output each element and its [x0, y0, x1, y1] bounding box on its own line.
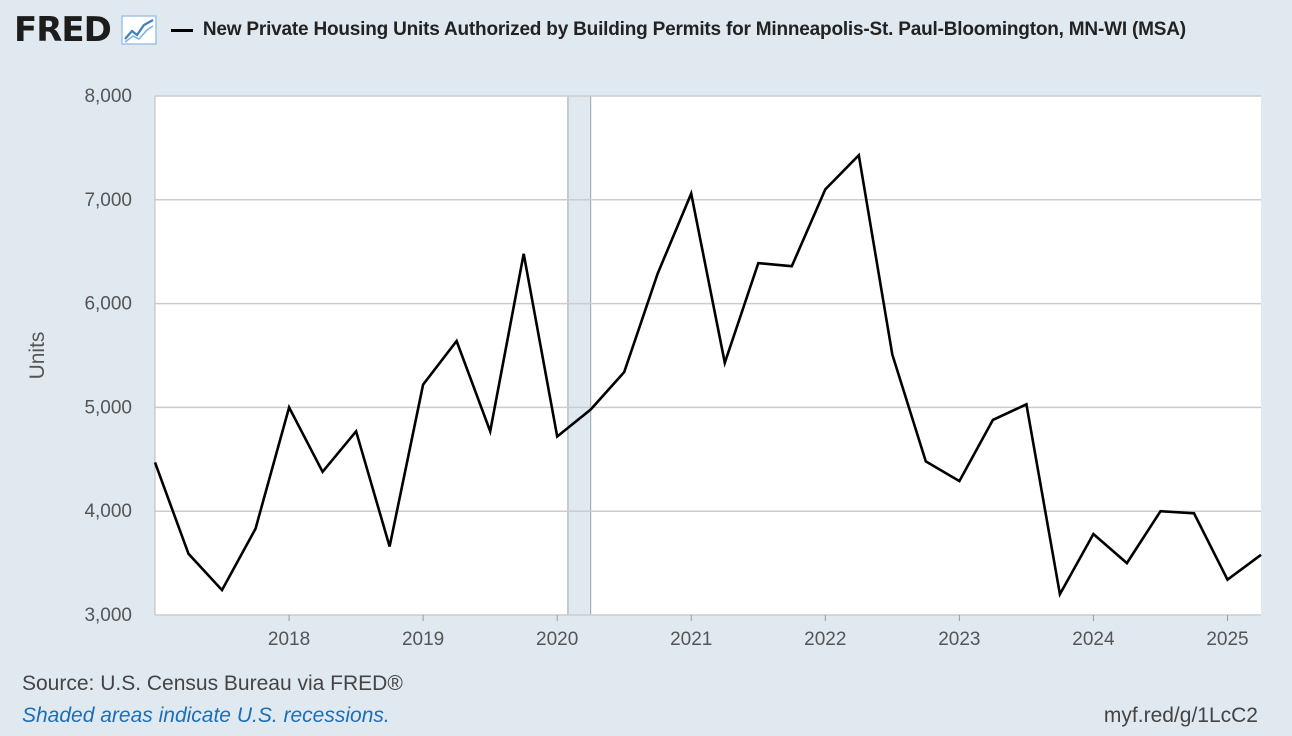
short-url[interactable]: myf.red/g/1LcC2: [1103, 704, 1258, 727]
x-tick-label: 2024: [1072, 629, 1115, 650]
series-line[interactable]: [153, 152, 1262, 599]
data-point[interactable]: [186, 551, 192, 557]
data-point[interactable]: [1023, 401, 1029, 407]
y-tick-label: 4,000: [84, 501, 132, 522]
data-point[interactable]: [487, 428, 493, 434]
source-text: Source: U.S. Census Bureau via FRED®: [22, 672, 403, 695]
y-tick-label: 3,000: [84, 605, 132, 626]
data-point[interactable]: [990, 417, 996, 423]
data-point[interactable]: [219, 587, 225, 593]
data-point[interactable]: [655, 270, 661, 276]
data-point[interactable]: [621, 369, 627, 375]
data-point[interactable]: [1124, 560, 1130, 566]
x-tick-label: 2023: [938, 629, 980, 650]
y-axis-label: Units: [26, 332, 49, 380]
data-point[interactable]: [152, 459, 158, 465]
data-point[interactable]: [320, 469, 326, 475]
data-point[interactable]: [956, 478, 962, 484]
data-point[interactable]: [1224, 577, 1230, 583]
y-tick-label: 7,000: [84, 190, 132, 211]
data-point[interactable]: [1258, 552, 1264, 558]
data-point[interactable]: [387, 543, 393, 549]
data-point[interactable]: [1057, 591, 1063, 597]
data-point[interactable]: [588, 406, 594, 412]
y-tick-label: 5,000: [84, 397, 132, 418]
data-point[interactable]: [889, 351, 895, 357]
line-chart: 3,000 4,000 5,000 6,000 7,000 8,000 2018 2019 20…: [26, 86, 1264, 650]
data-point[interactable]: [1090, 531, 1096, 537]
data-point[interactable]: [755, 260, 761, 266]
x-tick-label: 2022: [804, 629, 846, 650]
data-point[interactable]: [688, 191, 694, 197]
data-point[interactable]: [722, 360, 728, 366]
x-tick-label: 2018: [268, 629, 310, 650]
x-tick-label: 2025: [1206, 629, 1248, 650]
data-point[interactable]: [856, 152, 862, 158]
series-legend-line: [170, 28, 193, 32]
data-point[interactable]: [420, 382, 426, 388]
data-point[interactable]: [822, 186, 828, 192]
data-point[interactable]: [253, 526, 259, 532]
data-point[interactable]: [521, 251, 527, 257]
x-tick-label: 2019: [402, 629, 444, 650]
line-chart-icon: [121, 15, 157, 45]
data-point[interactable]: [554, 433, 560, 439]
y-tick-label: 6,000: [84, 294, 132, 315]
recession-note[interactable]: Shaded areas indicate U.S. recessions.: [22, 704, 390, 727]
data-point[interactable]: [1191, 510, 1197, 516]
x-tick-label: 2020: [536, 629, 578, 650]
y-tick-label: 8,000: [84, 86, 132, 107]
x-tick-label: 2021: [670, 629, 712, 650]
data-point[interactable]: [286, 404, 292, 410]
data-point[interactable]: [789, 263, 795, 269]
fred-logo[interactable]: FRED: [14, 10, 112, 50]
chart-header: FRED New Private Housing Units Authorize…: [14, 10, 1186, 50]
plot-area: [155, 96, 1261, 615]
data-point[interactable]: [353, 428, 359, 434]
chart-title: New Private Housing Units Authorized by …: [202, 19, 1186, 40]
recession-band: [567, 95, 592, 616]
data-point[interactable]: [1157, 508, 1163, 514]
data-point[interactable]: [923, 458, 929, 464]
data-point[interactable]: [454, 338, 460, 344]
